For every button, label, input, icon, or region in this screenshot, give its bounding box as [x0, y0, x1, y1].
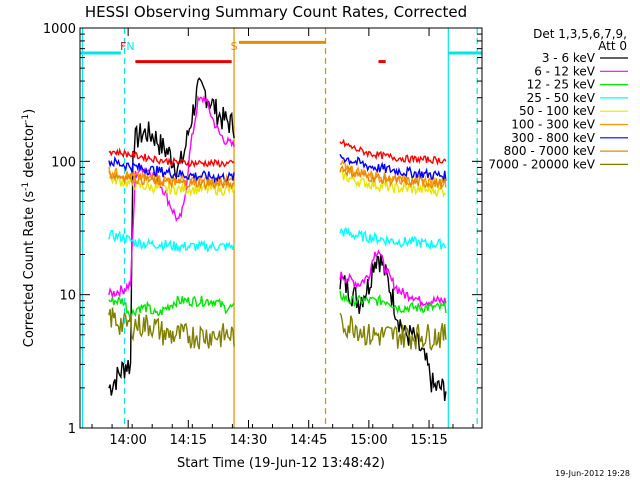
series-7-1	[108, 170, 235, 191]
marker-S: S	[231, 40, 238, 53]
x-axis: 14:00 14:15 14:30 14:45 15:00 15:15	[91, 28, 474, 448]
plot-area: NF S	[80, 28, 482, 428]
x-tick-label-1: 14:15	[170, 433, 207, 448]
x-tick-label-4: 15:00	[350, 433, 387, 448]
plot-frame	[79, 27, 483, 429]
series-2-1	[108, 295, 235, 321]
legend-label-8: 7000 - 20000 keV	[488, 157, 595, 171]
series-7-2	[339, 164, 447, 189]
legend-label-1: 6 - 12 keV	[534, 64, 596, 78]
legend-header-1: Det 1,3,5,6,7,9,	[533, 27, 627, 41]
legend-label-4: 50 - 100 keV	[519, 104, 596, 118]
marker-N: N	[126, 40, 134, 53]
y-axis: 1 10 100 1000	[43, 22, 482, 437]
y-tick-label-2: 100	[51, 155, 76, 170]
legend-label-2: 12 - 25 keV	[527, 78, 596, 92]
series-3-2	[339, 227, 447, 250]
y-axis-label: Corrected Count Rate (s-1 detector-1)	[21, 109, 37, 347]
y-tick-label-0: 1	[68, 422, 76, 437]
timestamp: 19-Jun-2012 19:28	[555, 469, 630, 478]
series-4-2	[339, 169, 447, 198]
series-8-2	[339, 312, 447, 352]
legend-label-6: 300 - 800 keV	[511, 131, 595, 145]
series-0-1	[108, 77, 235, 396]
x-tick-label-5: 15:15	[410, 433, 447, 448]
x-axis-label: Start Time (19-Jun-12 13:48:42)	[177, 456, 385, 471]
y-label-tail: detector	[22, 122, 37, 182]
legend-label-3: 25 - 50 keV	[527, 91, 596, 105]
legend-label-7: 800 - 7000 keV	[504, 144, 596, 158]
legend-label-5: 100 - 300 keV	[511, 118, 595, 132]
x-tick-label-2: 14:30	[230, 433, 267, 448]
y-label-main: Corrected Count Rate (s	[22, 191, 37, 348]
marker-F: F	[120, 40, 126, 53]
y-label-end: )	[22, 109, 37, 114]
y-tick-label-1: 10	[59, 289, 76, 304]
series-2-2	[339, 290, 447, 315]
series-5-2	[339, 159, 447, 188]
x-tick-label-0: 14:00	[109, 433, 146, 448]
y-label-sup: -1	[21, 182, 31, 191]
x-tick-label-3: 14:45	[290, 433, 327, 448]
series-1-1	[108, 95, 235, 299]
series-3-1	[108, 229, 235, 254]
y-tick-label-3: 1000	[43, 22, 76, 37]
series-1-2	[339, 249, 447, 308]
series-6-1	[108, 155, 235, 184]
series-4-1	[108, 172, 235, 197]
legend-header-2: Att 0	[598, 39, 627, 53]
series-red-1	[108, 147, 235, 168]
series-6-2	[339, 153, 447, 181]
series-8-1	[108, 307, 235, 350]
series-red-2	[339, 138, 447, 167]
y-label-sup2: -1	[21, 114, 31, 123]
chart-title: HESSI Observing Summary Count Rates, Cor…	[85, 3, 467, 21]
legend-label-0: 3 - 6 keV	[542, 51, 596, 65]
